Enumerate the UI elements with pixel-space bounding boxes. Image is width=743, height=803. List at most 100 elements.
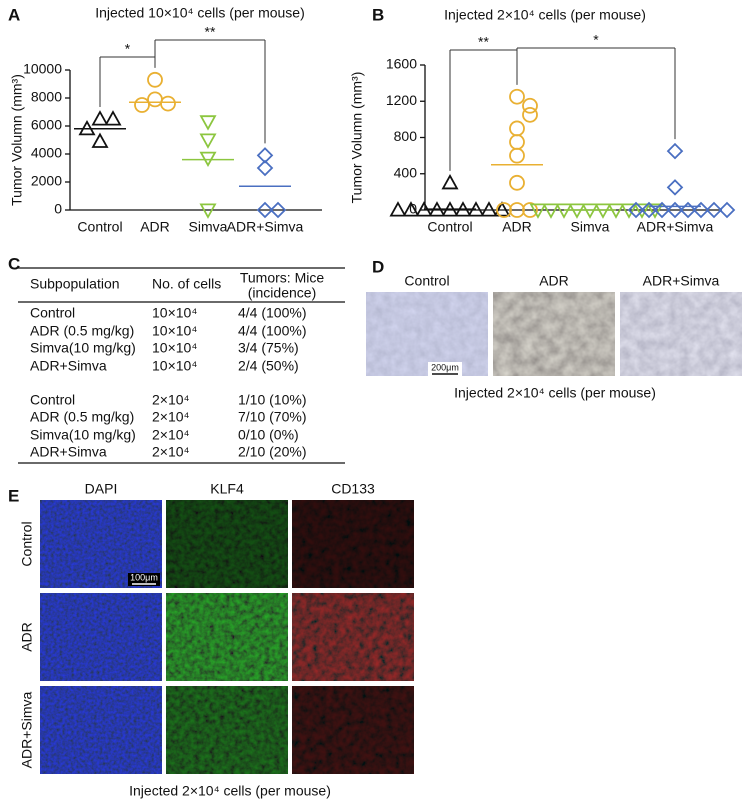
y-tick-label: 6000 [31, 117, 62, 133]
caption: Injected 2×10⁴ cells (per mouse) [454, 385, 656, 401]
y-tick-label: 4000 [31, 145, 62, 161]
data-point [389, 201, 407, 217]
micrograph [292, 686, 414, 774]
row-label: ADR+Simva [19, 691, 35, 768]
significance-label: ** [478, 34, 489, 50]
data-point [199, 203, 217, 219]
y-tick-label: 8000 [31, 89, 62, 105]
data-point [620, 203, 638, 219]
column-label: Control [404, 273, 449, 289]
data-point [627, 201, 645, 219]
y-tick-label: 0 [54, 201, 62, 217]
table-cell: Control [30, 392, 75, 408]
table-cell: 2/4 (50%) [238, 358, 299, 374]
x-tick-label: Control [427, 219, 472, 235]
data-point [493, 201, 511, 217]
table-cell: 10×10⁴ [152, 305, 197, 321]
data-point [256, 201, 274, 219]
scale-bar-box [428, 362, 462, 376]
data-point [256, 147, 274, 164]
data-point [509, 147, 525, 164]
x-tick-label: ADR+Simva [637, 219, 714, 235]
data-point [692, 201, 710, 219]
micrograph [493, 292, 615, 376]
panel-letter: C [8, 254, 20, 273]
channel-label: CD133 [331, 481, 375, 497]
data-point [256, 159, 274, 177]
y-tick-label: 1200 [386, 92, 417, 108]
table-cell: 2×10⁴ [152, 409, 190, 425]
data-point [496, 202, 512, 218]
table-cell: 3/4 (75%) [238, 340, 299, 356]
x-tick-label: ADR [140, 219, 170, 235]
data-point [160, 95, 176, 112]
table-cell: 10×10⁴ [152, 358, 197, 374]
table-cell: Simva(10 mg/kg) [30, 427, 136, 443]
data-point [522, 202, 538, 218]
column-label: ADR+Simva [643, 273, 720, 289]
data-point [480, 201, 498, 217]
y-axis-label: Tumor Volumn (mm³) [349, 72, 365, 204]
y-tick-label: 2000 [31, 173, 62, 189]
scale-bar-label: 100μm [130, 572, 158, 582]
data-point [199, 115, 217, 131]
table-cell: 1/10 (10%) [238, 392, 306, 408]
data-point [718, 201, 736, 219]
table-cell: 4/4 (100%) [238, 323, 306, 339]
x-tick-label: Simva [571, 219, 610, 235]
table-cell: ADR+Simva [30, 444, 107, 460]
table-cell: 10×10⁴ [152, 323, 197, 339]
data-point [402, 201, 420, 217]
table-cell: ADR+Simva [30, 358, 107, 374]
table-cell: 2/10 (20%) [238, 444, 306, 460]
row-label: Control [19, 521, 35, 566]
table-cell: 4/4 (100%) [238, 305, 306, 321]
table-cell: ADR (0.5 mg/kg) [30, 323, 134, 339]
column-label: ADR [539, 273, 569, 289]
data-point [640, 201, 658, 219]
data-point [633, 203, 651, 219]
data-point [646, 203, 664, 219]
data-point [91, 110, 109, 126]
data-point [529, 203, 547, 219]
chart-title: Injected 2×10⁴ cells (per mouse) [444, 7, 646, 23]
table-header: Subpopulation [30, 276, 120, 292]
x-tick-label: ADR+Simva [227, 219, 304, 235]
panel-letter: A [8, 5, 20, 24]
panel-letter: B [372, 5, 384, 24]
data-point [509, 88, 525, 105]
table-cell: 2×10⁴ [152, 392, 190, 408]
caption: Injected 2×10⁴ cells (per mouse) [129, 783, 331, 799]
data-point [705, 201, 723, 219]
y-tick-label: 400 [394, 164, 418, 180]
table-cell: ADR (0.5 mg/kg) [30, 409, 134, 425]
micrograph [292, 500, 414, 588]
channel-label: DAPI [85, 481, 118, 497]
data-point [666, 179, 684, 196]
table-cell: 10×10⁴ [152, 340, 197, 356]
y-axis-label: Tumor Volumn (mm³) [9, 74, 25, 206]
data-point [666, 142, 684, 160]
table-cell: 7/10 (70%) [238, 409, 306, 425]
x-tick-label: Simva [189, 219, 228, 235]
data-point [509, 174, 525, 191]
table-header: Tumors: Mice [240, 270, 324, 286]
micrograph [166, 593, 288, 681]
table-cell: 0/10 (0%) [238, 427, 299, 443]
micrograph [40, 593, 162, 681]
data-point [509, 134, 525, 150]
micrograph [366, 292, 488, 376]
row-label: ADR [19, 622, 35, 652]
data-point [147, 91, 163, 108]
table-cell: 2×10⁴ [152, 427, 190, 443]
data-point [147, 71, 163, 88]
data-point [653, 201, 671, 219]
significance-label: * [593, 32, 599, 48]
data-point [269, 201, 287, 219]
data-point [666, 201, 684, 219]
data-point [542, 203, 560, 219]
table-cell: Control [30, 305, 75, 321]
data-point [509, 120, 525, 137]
panel-letter: E [8, 486, 19, 505]
x-tick-label: Control [77, 219, 122, 235]
